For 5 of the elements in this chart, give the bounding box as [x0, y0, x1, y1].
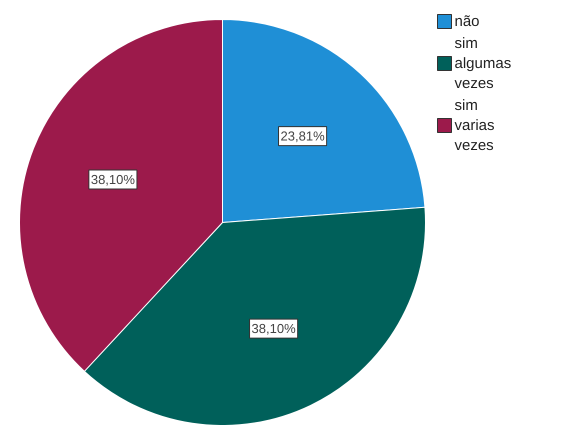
data-label: 38,10% — [90, 172, 136, 187]
legend-label: não — [454, 13, 480, 30]
data-label: 38,10% — [252, 321, 296, 336]
legend-label: sim varias vezes — [454, 97, 495, 154]
data-label: 23,81% — [280, 128, 326, 144]
